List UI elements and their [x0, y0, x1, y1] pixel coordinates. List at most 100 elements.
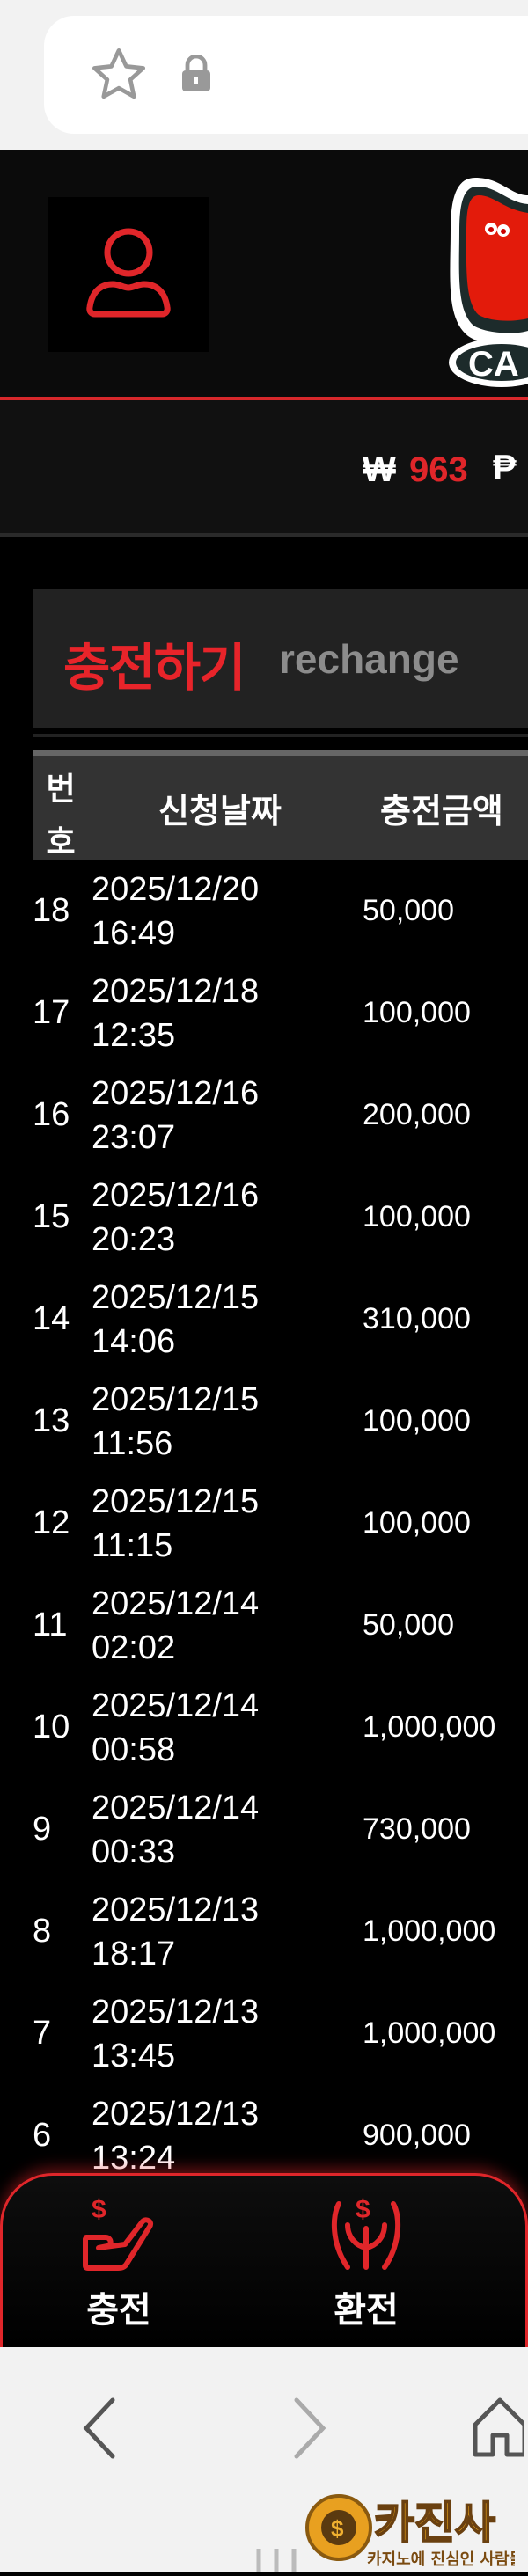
bottom-nav: $ 충전 $ 환전: [0, 2173, 528, 2347]
back-icon[interactable]: [79, 2393, 123, 2463]
row-date: 2025/12/13: [92, 2096, 260, 2133]
row-number: 14: [33, 1300, 70, 1337]
row-number: 9: [33, 1811, 52, 1848]
row-time: 11:56: [92, 1425, 173, 1462]
row-amount: 100,000: [363, 1200, 471, 1233]
row-datetime: 2025/12/14 00:58: [92, 1684, 259, 1772]
row-date: 2025/12/13: [92, 1994, 260, 2031]
row-datetime: 2025/12/13 18:17: [92, 1888, 259, 1976]
table-row: 17 2025/12/18 12:35 100,000: [0, 964, 528, 1066]
row-datetime: 2025/12/13 13:24: [92, 2092, 259, 2180]
row-time: 00:33: [92, 1833, 176, 1870]
column-header-date: 신청날짜: [158, 794, 282, 831]
star-icon[interactable]: [88, 44, 150, 106]
svg-text:카진사: 카진사: [374, 2498, 495, 2549]
table-row: 9 2025/12/14 00:33 730,000: [0, 1781, 528, 1883]
row-number: 8: [33, 1913, 52, 1950]
table-row: 6 2025/12/13 13:24 900,000: [0, 2087, 528, 2189]
balance-bar: ₩ 963 ₱: [0, 400, 528, 537]
row-date: 2025/12/15: [92, 1279, 260, 1316]
row-date: 2025/12/15: [92, 1483, 260, 1520]
nav-withdraw[interactable]: $ 환전: [304, 2193, 428, 2332]
row-time: 02:02: [92, 1629, 176, 1666]
svg-text:$: $: [331, 2515, 344, 2542]
address-bar[interactable]: [44, 16, 528, 134]
row-datetime: 2025/12/14 00:33: [92, 1786, 259, 1874]
row-number: 10: [33, 1709, 70, 1745]
site-logo[interactable]: CA: [440, 160, 528, 389]
row-amount: 100,000: [363, 1404, 471, 1438]
table-row: 10 2025/12/14 00:58 1,000,000: [0, 1679, 528, 1781]
table-header: 번호 신청날짜 충전금액: [33, 750, 528, 860]
row-amount: 730,000: [363, 1812, 471, 1846]
row-time: 20:23: [92, 1221, 176, 1258]
row-amount: 50,000: [363, 1608, 454, 1642]
row-date: 2025/12/14: [92, 1687, 260, 1724]
browser-toolbar: [0, 0, 528, 150]
row-number: 7: [33, 2015, 52, 2052]
divider: [33, 734, 528, 737]
row-time: 00:58: [92, 1731, 176, 1768]
row-number: 15: [33, 1198, 70, 1235]
browser-bottom-bar: [0, 2347, 528, 2572]
row-amount: 100,000: [363, 996, 471, 1029]
logo-text: CA: [468, 345, 519, 384]
row-amount: 310,000: [363, 1302, 471, 1336]
row-amount: 1,000,000: [363, 2016, 496, 2050]
row-datetime: 2025/12/15 14:06: [92, 1276, 259, 1364]
row-number: 6: [33, 2117, 52, 2154]
column-header-amount: 충전금액: [380, 794, 503, 831]
table-row: 12 2025/12/15 11:15 100,000: [0, 1475, 528, 1577]
table-row: 11 2025/12/14 02:02 50,000: [0, 1577, 528, 1679]
row-datetime: 2025/12/20 16:49: [92, 867, 259, 955]
menu-handle-icon: [256, 2549, 297, 2572]
row-time: 13:24: [92, 2140, 176, 2177]
nav-deposit[interactable]: $ 충전: [57, 2193, 180, 2332]
point-symbol: ₱: [493, 449, 517, 487]
row-amount: 200,000: [363, 1098, 471, 1131]
user-button[interactable]: [48, 197, 209, 352]
page-subtitle: rechange: [279, 636, 459, 682]
header-divider: [0, 397, 528, 400]
row-number: 12: [33, 1504, 70, 1541]
nav-withdraw-label: 환전: [334, 2291, 399, 2330]
row-date: 2025/12/18: [92, 973, 260, 1010]
row-time: 16:49: [92, 915, 176, 952]
user-icon: [86, 228, 171, 318]
row-number: 17: [33, 994, 70, 1031]
section-header: 충전하기 rechange: [33, 589, 528, 728]
row-date: 2025/12/13: [92, 1892, 260, 1928]
deposit-table-body: 18 2025/12/20 16:49 50,000 17 2025/12/18 12…: [0, 862, 528, 2189]
row-time: 13:45: [92, 2038, 176, 2075]
svg-text:카지노에 진심인 사람들: 카지노에 진심인 사람들: [367, 2550, 515, 2569]
table-row: 16 2025/12/16 23:07 200,000: [0, 1066, 528, 1168]
row-datetime: 2025/12/16 23:07: [92, 1072, 259, 1160]
currency-symbol: ₩: [363, 450, 396, 489]
row-number: 13: [33, 1402, 70, 1439]
row-amount: 1,000,000: [363, 1710, 496, 1744]
row-time: 18:17: [92, 1936, 176, 1972]
lock-icon: [182, 55, 210, 91]
column-header-no: 번호: [46, 771, 76, 860]
home-icon[interactable]: [472, 2393, 524, 2463]
deposit-icon: $: [83, 2195, 153, 2271]
row-time: 11:15: [92, 1527, 173, 1564]
row-datetime: 2025/12/14 02:02: [92, 1582, 259, 1670]
site-header: CA: [0, 150, 528, 398]
row-date: 2025/12/16: [92, 1075, 260, 1112]
row-amount: 50,000: [363, 894, 454, 927]
table-row: 7 2025/12/13 13:45 1,000,000: [0, 1985, 528, 2087]
table-row: 8 2025/12/13 18:17 1,000,000: [0, 1883, 528, 1985]
row-date: 2025/12/14: [92, 1789, 260, 1826]
nav-deposit-label: 충전: [86, 2291, 151, 2330]
watermark-logo: $ 카진사 카지노에 진심인 사람들: [304, 2484, 524, 2576]
svg-text:$: $: [92, 2195, 106, 2224]
row-datetime: 2025/12/16 20:23: [92, 1174, 259, 1262]
forward-icon[interactable]: [286, 2393, 330, 2463]
row-number: 11: [33, 1606, 68, 1643]
row-time: 14:06: [92, 1323, 176, 1360]
row-datetime: 2025/12/15 11:15: [92, 1480, 259, 1568]
table-row: 13 2025/12/15 11:56 100,000: [0, 1372, 528, 1475]
balance-amount: 963: [409, 450, 468, 489]
row-number: 16: [33, 1096, 70, 1133]
